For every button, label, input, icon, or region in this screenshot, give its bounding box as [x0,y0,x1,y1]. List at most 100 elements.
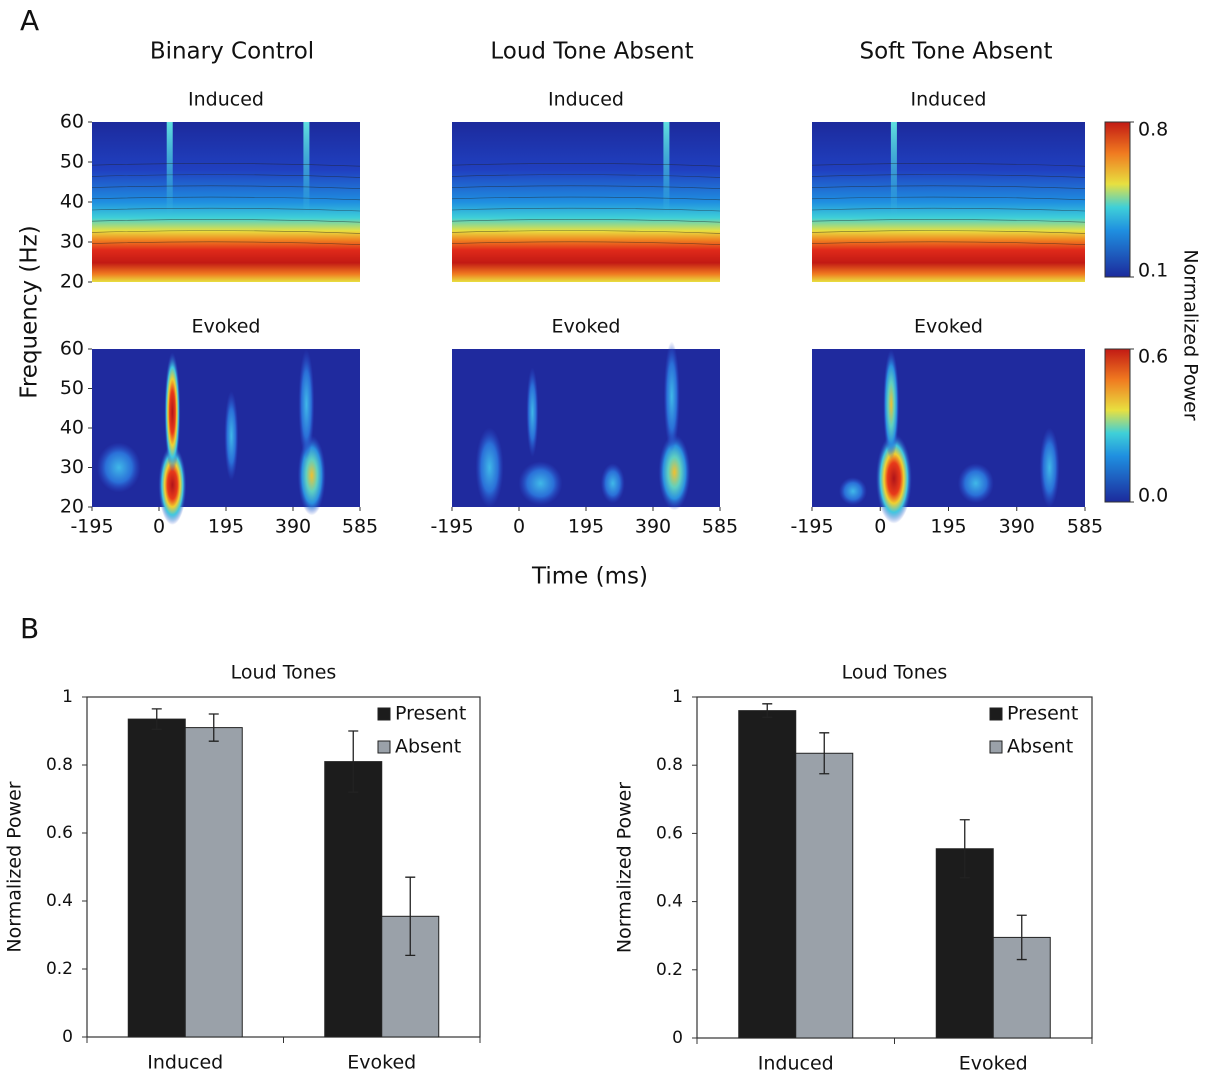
contour [811,185,1086,189]
heatmap-blob [658,434,691,511]
heatmap-streak [303,122,310,218]
contour [811,207,1086,212]
heatmap-blob [158,444,187,525]
x-tick-label: Evoked [347,1052,416,1074]
contour [91,241,361,245]
contour [811,219,1086,223]
y-tick-label: 0 [62,1027,73,1047]
x-tick-label: Induced [758,1053,834,1075]
error-bar [959,819,970,879]
contour [811,241,1086,245]
x-tick-label: 390 [635,516,671,538]
y-tick-label: 0.8 [656,755,683,775]
y-tick-label: 30 [60,231,84,253]
x-tick-label: -195 [70,516,113,538]
heatmap-blob [164,352,181,473]
heatmap-title: Evoked [914,316,983,338]
column-title: Soft Tone Absent [859,39,1052,65]
contour [451,185,721,189]
chart-title: Loud Tones [842,662,948,684]
x-tick-label: Evoked [959,1053,1028,1075]
heatmap-blob [224,390,239,481]
column-title: Loud Tone Absent [490,39,693,65]
heatmap-blob [518,461,563,506]
y-tick-label: 0.4 [656,892,683,912]
error-bar [208,713,219,742]
x-tick-label: -195 [790,516,833,538]
contour [811,230,1086,234]
contour [451,196,721,201]
bar [795,752,854,1039]
x-tick-label: 0 [874,516,886,538]
error-bar [1016,914,1027,961]
legend-label: Absent [1007,736,1073,758]
heatmap-title: Induced [548,89,624,111]
contour [811,174,1086,178]
heatmap-title: Evoked [192,316,261,338]
panel-letter: A [20,4,39,37]
x-tick-label: 585 [702,516,738,538]
colorbar-tick-label: 0.1 [1138,260,1168,282]
x-tick-label: 0 [513,516,525,538]
y-tick-label: 20 [60,496,84,518]
y-tick-label: 60 [60,338,84,360]
contour [811,163,1086,167]
bar [324,761,383,1038]
contour [451,207,721,212]
y-tick-label: 0.6 [46,823,73,843]
y-tick-label: 60 [60,111,84,133]
heatmap-blob [838,477,867,506]
error-bar [348,730,359,793]
y-tick-label: 1 [672,687,683,707]
y-axis-label: Normalized Power [4,781,26,952]
heatmap-streak [663,122,670,218]
heatmap-blob [96,442,141,493]
y-tick-label: 0.6 [656,823,683,843]
y-tick-label: 0.2 [656,960,683,980]
x-tick-label: 585 [342,516,378,538]
contour [451,219,721,223]
contour [451,163,721,167]
legend-swatch [377,707,391,721]
x-tick-label: -195 [430,516,473,538]
chart-title: Loud Tones [231,662,337,684]
heatmap-blob [475,427,504,508]
x-tick-label: 0 [153,516,165,538]
colorbar [1104,121,1131,278]
y-axis-label: Frequency (Hz) [17,225,43,398]
contour [91,196,361,201]
heatmap-streak [890,122,897,218]
heatmap-blob [957,463,994,504]
heatmap-title: Induced [911,89,987,111]
x-tick-label: 585 [1067,516,1103,538]
heatmap-blob [1039,427,1060,508]
contour [91,185,361,189]
contour [91,174,361,178]
colorbar-tick-label: 0.8 [1138,119,1168,141]
legend-swatch [989,707,1003,721]
heatmap-blob [883,349,900,460]
heatmap-title: Evoked [552,316,621,338]
y-tick-label: 0 [672,1028,683,1048]
heatmap [452,122,720,282]
contour [451,174,721,178]
y-tick-label: 40 [60,191,84,213]
colorbar [1104,348,1131,503]
x-tick-label: 390 [275,516,311,538]
y-tick-label: 40 [60,417,84,439]
legend-label: Present [1007,703,1078,725]
bar [935,848,994,1039]
x-tick-label: 195 [208,516,244,538]
x-tick-label: 390 [999,516,1035,538]
y-tick-label: 1 [62,687,73,707]
contour [91,207,361,212]
y-tick-label: 0.4 [46,891,73,911]
error-bar [762,703,773,719]
x-tick-label: 195 [930,516,966,538]
colorbar-tick-label: 0.6 [1138,346,1168,368]
legend-swatch [989,740,1003,754]
heatmap [812,122,1085,282]
heatmap-blob [298,349,315,460]
heatmap-blob [875,433,912,524]
